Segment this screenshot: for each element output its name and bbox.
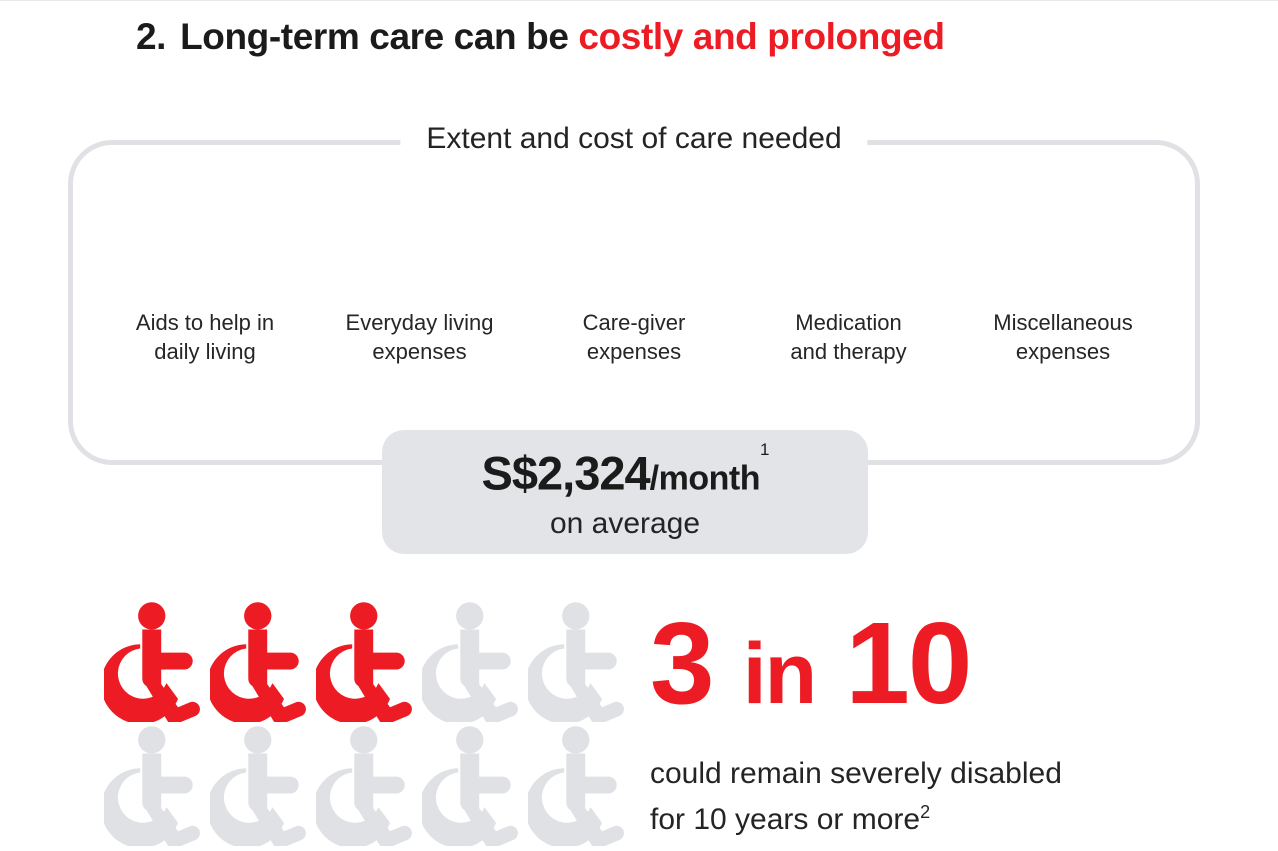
average-cost-value: S$2,324/month1 xyxy=(481,439,770,506)
wheelchair-accessible-icon xyxy=(422,722,528,846)
care-category-list: Aids to help in daily living Everyday li… xyxy=(68,168,1200,366)
wheelchair-pictogram xyxy=(104,598,634,846)
average-cost-callout: S$2,324/month1 on average xyxy=(382,430,868,554)
wheelchair-accessible-icon xyxy=(528,598,634,722)
disability-stat-caption-text: could remain severely disabled for 10 ye… xyxy=(650,757,1062,836)
page-title-lead: Long-term care can be xyxy=(180,16,569,57)
disability-stat-value: 3 in 10 xyxy=(650,604,1210,733)
care-category-item: Medication and therapy xyxy=(746,168,952,366)
pictogram-row-2 xyxy=(104,722,634,846)
wheelchair-accessible-icon xyxy=(210,598,316,722)
wheelchair-accessible-icon xyxy=(104,598,210,722)
average-cost-subtext: on average xyxy=(549,507,701,541)
top-divider xyxy=(0,0,1278,3)
wheelchair-accessible-icon xyxy=(422,598,528,722)
care-category-label: Medication and therapy xyxy=(790,310,907,364)
care-category-item: Miscellaneous expenses xyxy=(960,168,1166,366)
care-category-label: Everyday living expenses xyxy=(345,310,494,364)
average-cost-amount: S$2,324 xyxy=(481,446,651,500)
care-category-label: Miscellaneous expenses xyxy=(993,310,1133,364)
page-title-number: 2. xyxy=(136,16,167,57)
wheelchair-accessible-icon xyxy=(210,722,316,846)
care-category-item: Care-giver expenses xyxy=(531,168,737,366)
page-title: 2. Long-term care can be costly and prolo… xyxy=(136,16,945,58)
stat-connector: in xyxy=(742,626,817,722)
care-category-label: Care-giver expenses xyxy=(582,310,686,364)
pictogram-row-1 xyxy=(104,598,634,722)
average-cost-footnote-marker: 1 xyxy=(759,439,770,459)
disability-stat-footnote-marker: 2 xyxy=(920,802,931,822)
wheelchair-accessible-icon xyxy=(528,722,634,846)
disability-stat: 3 in 10 could remain severely disabled f… xyxy=(650,604,1210,839)
care-category-label: Aids to help in daily living xyxy=(135,310,275,364)
disability-stat-caption: could remain severely disabled for 10 ye… xyxy=(650,755,1210,839)
page-title-accent: costly and prolonged xyxy=(578,16,945,57)
wheelchair-accessible-icon xyxy=(316,722,422,846)
wheelchair-accessible-icon xyxy=(316,598,422,722)
care-extent-card: Extent and cost of care needed xyxy=(68,118,1200,465)
stat-numerator: 3 xyxy=(650,598,715,728)
average-cost-unit: /month xyxy=(649,459,761,498)
stat-denominator: 10 xyxy=(845,598,972,728)
care-category-item: Everyday living expenses xyxy=(317,168,523,366)
card-legend-title: Extent and cost of care needed xyxy=(400,118,868,160)
care-category-item: Aids to help in daily living xyxy=(102,168,308,366)
wheelchair-accessible-icon xyxy=(104,722,210,846)
